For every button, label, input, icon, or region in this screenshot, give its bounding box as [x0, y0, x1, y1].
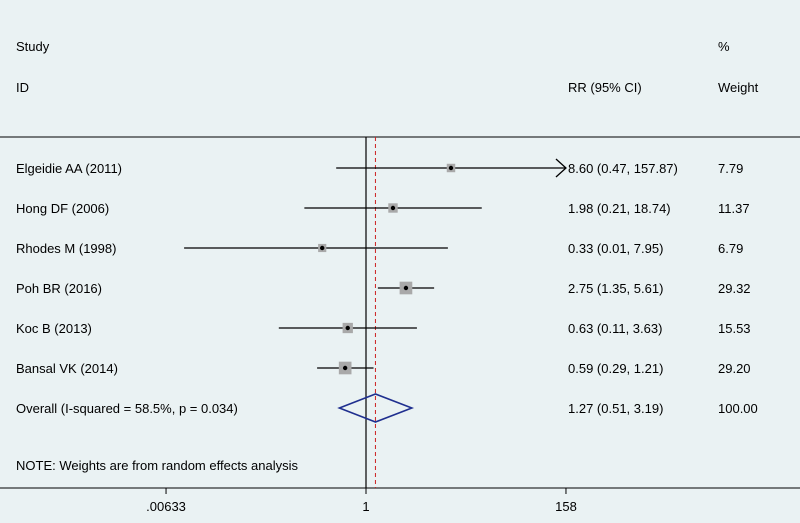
study-id: Koc B (2013) [16, 321, 92, 336]
point-estimate [448, 165, 454, 171]
header-percent: % [718, 39, 730, 54]
header-rr: RR (95% CI) [568, 80, 642, 95]
header-study: Study [16, 39, 50, 54]
study-ci-text: 0.59 (0.29, 1.21) [568, 361, 663, 376]
study-weight: 11.37 [718, 201, 750, 216]
study-id: Poh BR (2016) [16, 281, 102, 296]
overall-label: Overall (I-squared = 58.5%, p = 0.034) [16, 401, 238, 416]
study-weight: 7.79 [718, 161, 743, 176]
overall-row: Overall (I-squared = 58.5%, p = 0.034) 1.… [16, 393, 758, 423]
study-rows: Elgeidie AA (2011) 8.60 (0.47, 157.87) 7.7… [16, 158, 751, 376]
study-row: Rhodes M (1998) 0.33 (0.01, 7.95) 6.79 [16, 241, 743, 256]
study-row: Elgeidie AA (2011) 8.60 (0.47, 157.87) 7.7… [16, 158, 743, 178]
study-id: Rhodes M (1998) [16, 241, 116, 256]
study-id: Hong DF (2006) [16, 201, 109, 216]
study-weight: 15.53 [718, 321, 751, 336]
x-tick-label: 1 [362, 499, 369, 514]
study-ci-text: 1.98 (0.21, 18.74) [568, 201, 671, 216]
point-estimate [345, 325, 350, 331]
study-weight: 6.79 [718, 241, 743, 256]
study-weight: 29.32 [718, 281, 751, 296]
x-tick-label: .00633 [146, 499, 186, 514]
point-estimate [403, 285, 409, 291]
x-axis-ticks: .00633 1 158 [146, 488, 577, 514]
study-ci-text: 2.75 (1.35, 5.61) [568, 281, 663, 296]
overall-weight: 100.00 [718, 401, 758, 416]
footer-note: NOTE: Weights are from random effects an… [16, 458, 299, 473]
study-weight: 29.20 [718, 361, 751, 376]
ci-arrow [555, 158, 567, 178]
study-id: Bansal VK (2014) [16, 361, 118, 376]
study-row: Hong DF (2006) 1.98 (0.21, 18.74) 11.37 [16, 201, 750, 216]
point-estimate [342, 365, 348, 371]
study-row: Koc B (2013) 0.63 (0.11, 3.63) 15.53 [16, 321, 751, 336]
overall-diamond [337, 393, 415, 423]
point-estimate [390, 205, 396, 211]
study-row: Poh BR (2016) 2.75 (1.35, 5.61) 29.32 [16, 281, 751, 296]
study-row: Bansal VK (2014) 0.59 (0.29, 1.21) 29.20 [16, 361, 751, 376]
study-ci-text: 8.60 (0.47, 157.87) [568, 161, 678, 176]
header-id: ID [16, 80, 29, 95]
point-estimate [320, 245, 325, 251]
study-ci-text: 0.33 (0.01, 7.95) [568, 241, 663, 256]
study-id: Elgeidie AA (2011) [16, 161, 122, 176]
overall-ci-text: 1.27 (0.51, 3.19) [568, 401, 663, 416]
x-tick-label: 158 [555, 499, 577, 514]
study-ci-text: 0.63 (0.11, 3.63) [568, 321, 662, 336]
header-weight: Weight [718, 80, 759, 95]
